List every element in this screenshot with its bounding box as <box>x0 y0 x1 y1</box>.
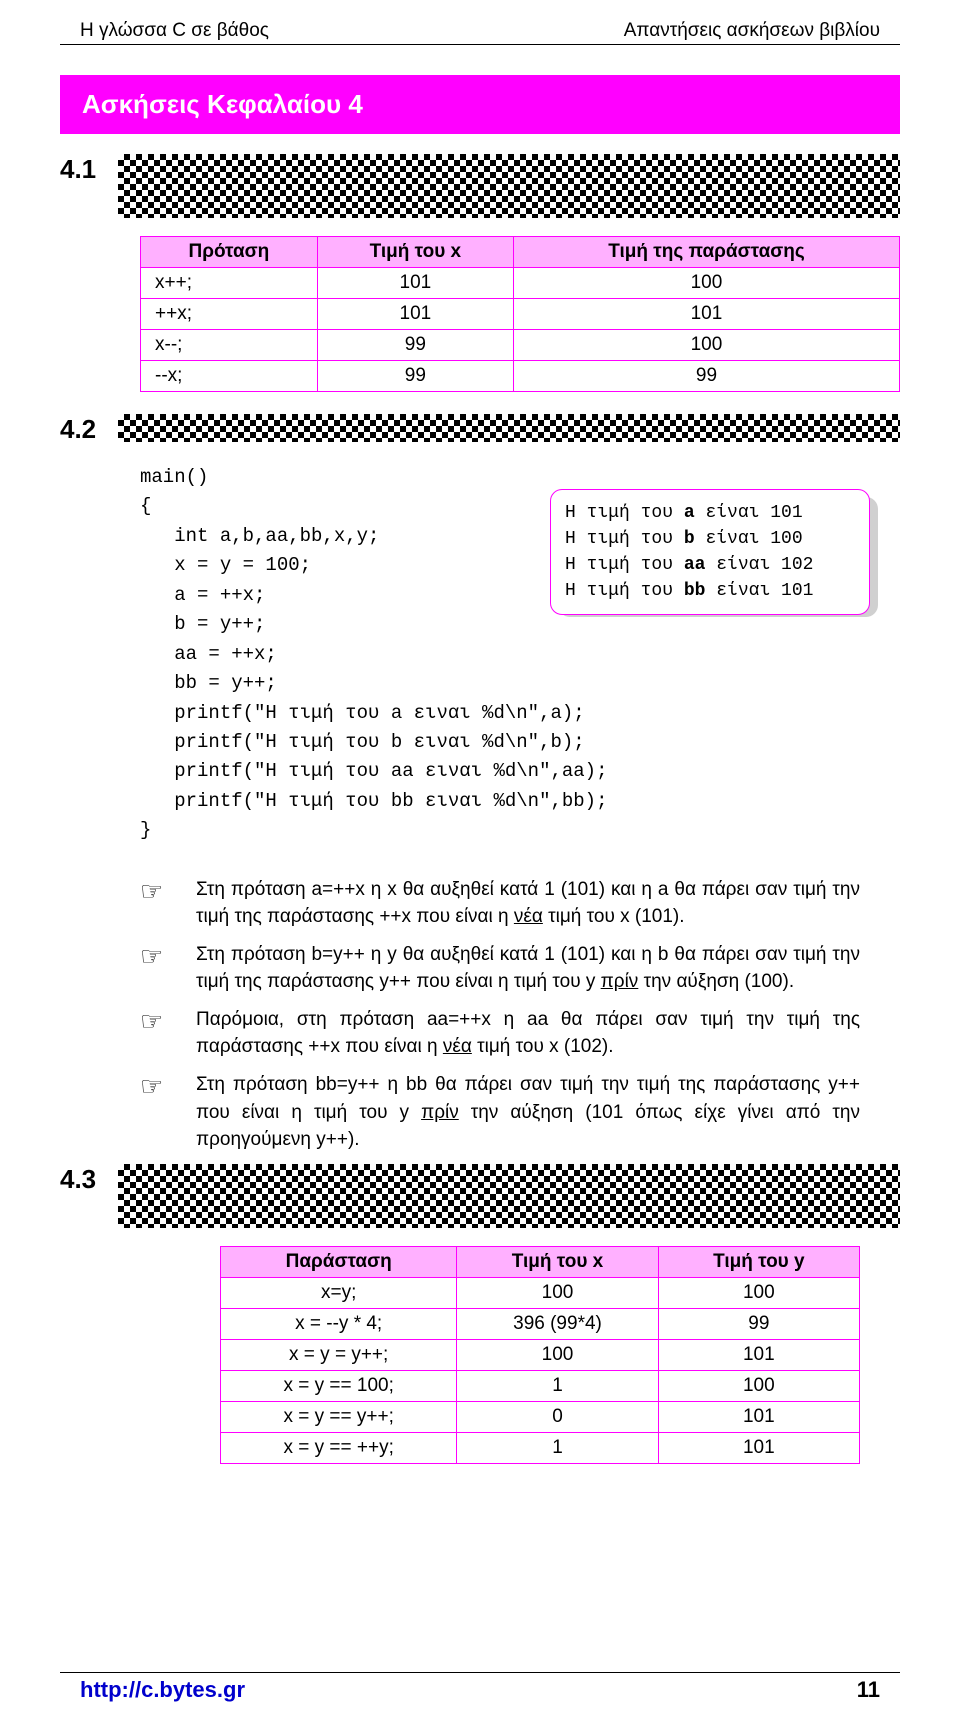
page-header: Η γλώσσα C σε βάθος Απαντήσεις ασκήσεων … <box>60 20 900 42</box>
output-callout: Η τιμή του a είναι 101 Η τιμή του b είνα… <box>550 489 870 615</box>
hand-icon: ☞ <box>140 876 196 904</box>
question-box <box>118 1164 900 1228</box>
callout-text: είναι 102 <box>705 555 813 575</box>
callout-text: Η τιμή του <box>565 529 684 549</box>
section-number: 4.1 <box>60 154 118 185</box>
section-4-3: 4.3 <box>60 1164 900 1228</box>
hand-icon: ☞ <box>140 941 196 969</box>
code-line: x = y = 100; <box>140 554 311 576</box>
header-divider <box>60 44 900 45</box>
note-item: ☞ Στη πρόταση b=y++ η y θα αυξηθεί κατά … <box>140 941 860 996</box>
header-right: Απαντήσεις ασκήσεων βιβλίου <box>624 20 880 42</box>
code-line: printf("Η τιμή του b ειναι %d\n",b); <box>140 731 585 753</box>
callout-var: b <box>684 529 695 549</box>
th: Τιμή του y <box>658 1246 859 1277</box>
callout-text: Η τιμή του <box>565 581 684 601</box>
td: x++; <box>141 268 318 299</box>
td: --x; <box>141 361 318 392</box>
callout-var: aa <box>684 555 706 575</box>
code-line: printf("Η τιμή του bb ειναι %d\n",bb); <box>140 790 607 812</box>
note-text: Στη πρόταση a=++x η x θα αυξηθεί κατά 1 … <box>196 876 860 931</box>
hand-icon: ☞ <box>140 1006 196 1034</box>
th: Πρόταση <box>141 237 318 268</box>
hand-icon: ☞ <box>140 1071 196 1099</box>
td: 101 <box>658 1401 859 1432</box>
note-item: ☞ Στη πρόταση a=++x η x θα αυξηθεί κατά … <box>140 876 860 931</box>
note-text: Στη πρόταση b=y++ η y θα αυξηθεί κατά 1 … <box>196 941 860 996</box>
td: x = y == y++; <box>221 1401 457 1432</box>
header-left: Η γλώσσα C σε βάθος <box>80 20 269 42</box>
td: x = --y * 4; <box>221 1308 457 1339</box>
code-line: main() <box>140 466 208 488</box>
question-box <box>118 414 900 442</box>
chapter-title: Ασκήσεις Κεφαλαίου 4 <box>60 75 900 134</box>
page: Η γλώσσα C σε βάθος Απαντήσεις ασκήσεων … <box>0 0 960 1733</box>
code-line: printf("Η τιμή του a ειναι %d\n",a); <box>140 702 585 724</box>
td: ++x; <box>141 299 318 330</box>
note-text: Παρόμοια, στη πρόταση aa=++x η aa θα πάρ… <box>196 1006 860 1061</box>
callout-var: a <box>684 503 695 523</box>
table-4-3: Παράσταση Τιμή του x Τιμή του y x=y;1001… <box>220 1246 860 1464</box>
td: 101 <box>317 268 513 299</box>
section-number: 4.3 <box>60 1164 118 1195</box>
notes-block: ☞ Στη πρόταση a=++x η x θα αυξηθεί κατά … <box>140 876 860 1154</box>
table-4-1: Πρόταση Τιμή του x Τιμή της παράστασης x… <box>140 236 900 392</box>
callout-text: είναι 101 <box>695 503 803 523</box>
code-line: printf("Η τιμή του aa ειναι %d\n",aa); <box>140 760 607 782</box>
th: Τιμή της παράστασης <box>513 237 899 268</box>
td: 99 <box>317 361 513 392</box>
code-line: { <box>140 495 151 517</box>
td: 1 <box>457 1370 658 1401</box>
footer-link[interactable]: http://c.bytes.gr <box>80 1677 245 1703</box>
td: 100 <box>658 1277 859 1308</box>
note-item: ☞ Παρόμοια, στη πρόταση aa=++x η aa θα π… <box>140 1006 860 1061</box>
td: 100 <box>457 1277 658 1308</box>
td: 1 <box>457 1432 658 1463</box>
th: Παράσταση <box>221 1246 457 1277</box>
page-footer: http://c.bytes.gr 11 <box>60 1664 900 1703</box>
th: Τιμή του x <box>317 237 513 268</box>
td: 100 <box>658 1370 859 1401</box>
td: 101 <box>658 1432 859 1463</box>
td: 0 <box>457 1401 658 1432</box>
td: x=y; <box>221 1277 457 1308</box>
code-block-wrap: Η τιμή του a είναι 101 Η τιμή του b είνα… <box>140 463 900 846</box>
callout-text: Η τιμή του <box>565 503 684 523</box>
code-line: a = ++x; <box>140 584 265 606</box>
code-line: } <box>140 819 151 841</box>
callout-text: είναι 100 <box>695 529 803 549</box>
td: x = y == ++y; <box>221 1432 457 1463</box>
code-line: int a,b,aa,bb,x,y; <box>140 525 379 547</box>
callout-var: bb <box>684 581 706 601</box>
td: 101 <box>658 1339 859 1370</box>
td: 99 <box>317 330 513 361</box>
section-number: 4.2 <box>60 414 118 445</box>
th: Τιμή του x <box>457 1246 658 1277</box>
td: x--; <box>141 330 318 361</box>
note-text: Στη πρόταση bb=y++ η bb θα πάρει σαν τιμ… <box>196 1071 860 1154</box>
td: 100 <box>513 330 899 361</box>
td: 396 (99*4) <box>457 1308 658 1339</box>
footer-divider <box>60 1672 900 1673</box>
td: x = y == 100; <box>221 1370 457 1401</box>
callout-text: Η τιμή του <box>565 555 684 575</box>
td: 99 <box>658 1308 859 1339</box>
td: x = y = y++; <box>221 1339 457 1370</box>
code-line: aa = ++x; <box>140 643 277 665</box>
note-item: ☞ Στη πρόταση bb=y++ η bb θα πάρει σαν τ… <box>140 1071 860 1154</box>
callout-text: είναι 101 <box>705 581 813 601</box>
code-line: bb = y++; <box>140 672 277 694</box>
td: 99 <box>513 361 899 392</box>
td: 101 <box>317 299 513 330</box>
section-4-1: 4.1 <box>60 154 900 218</box>
td: 100 <box>457 1339 658 1370</box>
section-4-2: 4.2 <box>60 414 900 445</box>
code-line: b = y++; <box>140 613 265 635</box>
page-number: 11 <box>857 1677 880 1703</box>
question-box <box>118 154 900 218</box>
td: 101 <box>513 299 899 330</box>
td: 100 <box>513 268 899 299</box>
